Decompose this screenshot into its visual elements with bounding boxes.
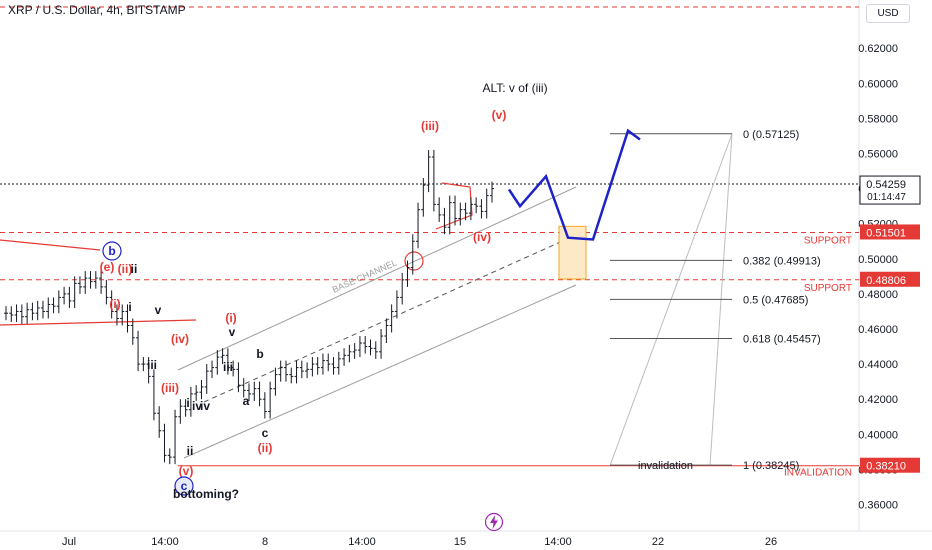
- time-tick-label: 14:00: [151, 536, 179, 548]
- wave-label: iv: [200, 399, 210, 413]
- currency-selector[interactable]: USD: [866, 4, 910, 23]
- time-axis: Jul 14:00 8 14:00 15 14:00 22 26: [62, 536, 777, 548]
- wave-label: (i): [225, 311, 236, 325]
- invalidation-label: INVALIDATION: [784, 468, 852, 479]
- trendline-lower: [0, 319, 197, 326]
- wave-label: (v): [179, 464, 194, 478]
- wave-label: iv: [192, 399, 202, 413]
- wave-label: v: [229, 325, 236, 339]
- price-tick-label: 0.60000: [858, 78, 898, 90]
- wave-label: (iv): [473, 230, 491, 244]
- price-tick-label: 0.58000: [858, 113, 898, 125]
- price-tick-label: 0.36000: [858, 500, 898, 512]
- wave-label: b: [108, 244, 115, 258]
- channel-midline: [203, 234, 577, 403]
- wave-label: (ii): [258, 441, 273, 455]
- wave-label: ii: [131, 262, 138, 276]
- time-tick-label: 15: [454, 536, 466, 548]
- fib-level-label: 1 (0.38245): [743, 460, 799, 472]
- fib-level-label: 0.618 (0.45457): [743, 334, 821, 346]
- time-tick-label: 8: [262, 536, 268, 548]
- breakout-marker: [404, 251, 424, 271]
- trendline-upper: [0, 239, 101, 251]
- wave-label: i: [186, 396, 189, 410]
- alt-scenario-label: ALT: v of (iii): [482, 81, 547, 95]
- wave-label: (iii): [421, 119, 439, 133]
- wave-label: (iv): [171, 332, 189, 346]
- wave-label: (ii): [118, 262, 133, 276]
- wave-label: (v): [492, 108, 507, 122]
- price-tick-label: 0.42000: [858, 394, 898, 406]
- support-price-tag-bg: [860, 224, 920, 240]
- fib-level-label: 0.5 (0.47685): [743, 294, 808, 306]
- countdown-tag: 01:14:47: [867, 192, 906, 203]
- support-label: SUPPORT: [804, 235, 852, 246]
- time-tick-label: 14:00: [348, 536, 376, 548]
- price-series: [4, 149, 494, 465]
- invalidation-price-tag: 0.38210: [866, 461, 906, 473]
- wave-label: b: [256, 347, 263, 361]
- time-tick-label: 26: [765, 536, 777, 548]
- wave-label: v: [155, 303, 162, 317]
- current-price-tag: 0.54259: [866, 179, 906, 191]
- support-price-tag: 0.51501: [866, 227, 906, 239]
- fib-note-label: invalidation: [638, 460, 693, 472]
- price-tick-label: 0.62000: [858, 43, 898, 55]
- support-price-tag: 0.48806: [866, 275, 906, 287]
- channel-upper: [177, 186, 577, 371]
- wave-label: iii: [223, 360, 233, 374]
- price-tick-label: 0.56000: [858, 149, 898, 161]
- projection-path: [507, 128, 641, 241]
- wave-label: iii: [147, 358, 157, 372]
- current-price-tag-bg: [859, 175, 921, 205]
- wave-label: a: [243, 394, 250, 408]
- price-tick-label: 0.50000: [858, 254, 898, 266]
- wave-label-circle: [174, 476, 194, 496]
- lightning-icon[interactable]: [484, 512, 504, 532]
- time-tick-label: 22: [652, 536, 664, 548]
- wave-label: c: [181, 479, 188, 493]
- channel-lower: [183, 284, 577, 459]
- price-tick-label: 0.48000: [858, 289, 898, 301]
- support-price-tag-bg: [860, 271, 920, 287]
- price-tick-label: 0.44000: [858, 359, 898, 371]
- wave-label: c: [262, 426, 269, 440]
- fib-level-label: 0.382 (0.49913): [743, 255, 821, 267]
- wave-label: (iii): [161, 381, 179, 395]
- target-zone: [558, 225, 587, 280]
- wave-label: (e): [100, 260, 115, 274]
- fib-level-label: 0 (0.57125): [743, 129, 799, 141]
- chart-title: XRP / U.S. Dollar, 4h, BITSTAMP: [8, 3, 186, 17]
- wave-label: (i): [109, 297, 120, 311]
- price-tick-label: 0.40000: [858, 429, 898, 441]
- price-tick-label: 0.46000: [858, 324, 898, 336]
- time-tick-label: 14:00: [544, 536, 572, 548]
- time-tick-label: Jul: [62, 536, 76, 548]
- wave-label: ii: [187, 444, 194, 458]
- wave-label: bottoming?: [173, 487, 239, 501]
- price-axis: 0.620000.600000.580000.560000.540000.520…: [858, 43, 921, 512]
- invalidation-price-tag-bg: [860, 457, 920, 473]
- wave-label-circle: [102, 241, 122, 261]
- support-label: SUPPORT: [804, 283, 852, 294]
- wave-label: i: [128, 300, 131, 314]
